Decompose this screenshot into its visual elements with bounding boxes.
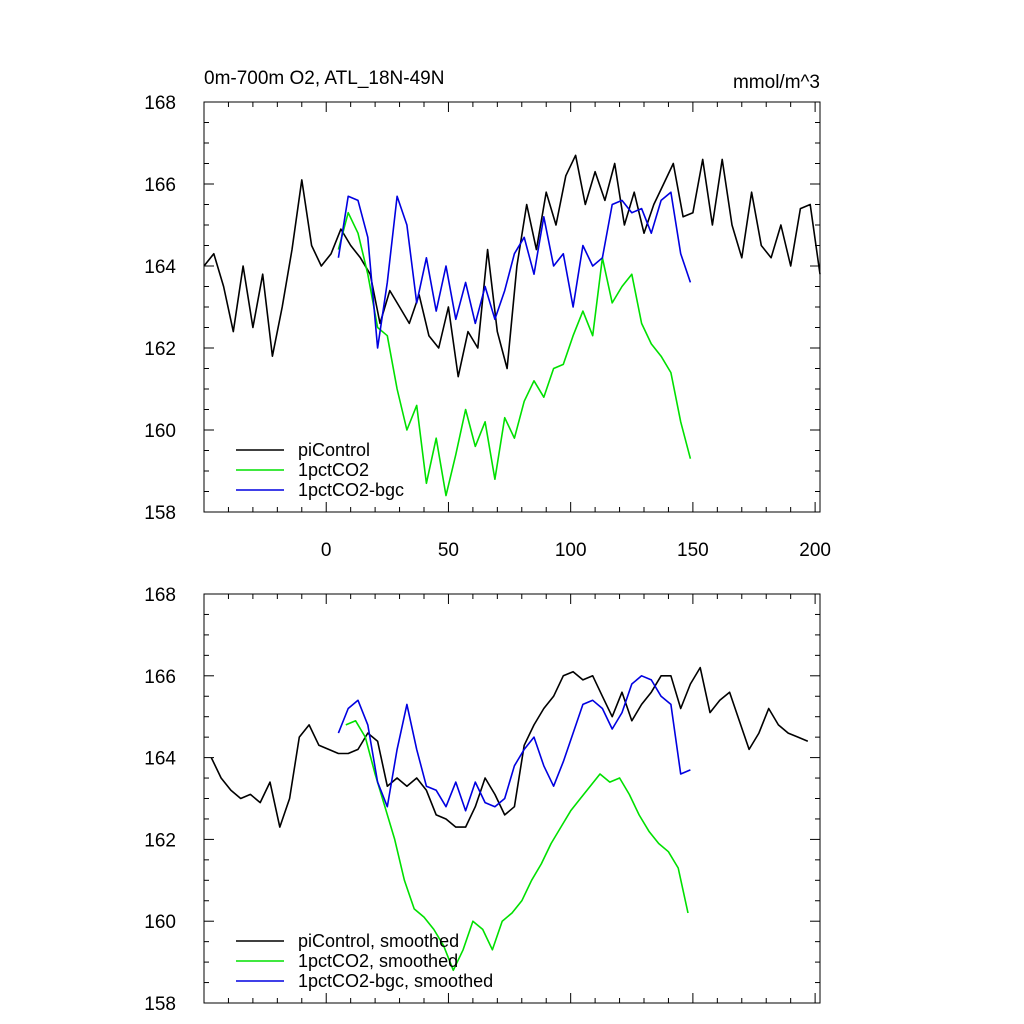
legend-label-2: 1pctCO2-bgc, smoothed — [298, 971, 493, 991]
chart-panel-top: 158 160 162 164 166 168 0 50 100 150 200 0m-700m O2… — [144, 68, 831, 561]
y-tick-label: 166 — [144, 175, 176, 196]
y-tick-label: 168 — [144, 585, 176, 606]
legend-label-2: 1pctCO2-bgc — [298, 480, 404, 500]
legend-label-1: 1pctCO2 — [298, 460, 369, 480]
x-tick-label: 50 — [438, 540, 459, 561]
series-line-0 — [210, 666, 809, 828]
y-tick-label: 168 — [144, 93, 176, 114]
series-line-1 — [345, 719, 689, 972]
x-tick-label: 0 — [321, 540, 332, 561]
chart-title: 0m-700m O2, ATL_18N-49N — [204, 68, 444, 89]
y-tick-label: 158 — [144, 503, 176, 524]
plot-frame — [203, 101, 821, 513]
x-tick-label: 200 — [799, 540, 831, 561]
x-tick-label: 150 — [677, 540, 709, 561]
units-label: mmol/m^3 — [733, 72, 820, 93]
x-tick-label: 100 — [555, 540, 587, 561]
y-tick-label: 162 — [144, 339, 176, 360]
plot-frame — [203, 593, 821, 1004]
legend-label-0: piControl — [298, 440, 370, 460]
y-tick-label: 162 — [144, 830, 176, 851]
series-line-2 — [337, 191, 692, 349]
series-line-0 — [203, 154, 821, 378]
y-tick-label: 158 — [144, 994, 176, 1015]
series-line-1 — [337, 211, 692, 497]
y-tick-label: 160 — [144, 421, 176, 442]
series-line-2 — [337, 674, 691, 812]
legend-label-1: 1pctCO2, smoothed — [298, 951, 458, 971]
legend-label-0: piControl, smoothed — [298, 931, 459, 951]
y-tick-label: 166 — [144, 667, 176, 688]
y-tick-label: 160 — [144, 912, 176, 933]
y-tick-label: 164 — [144, 257, 176, 278]
y-tick-label: 164 — [144, 749, 176, 770]
